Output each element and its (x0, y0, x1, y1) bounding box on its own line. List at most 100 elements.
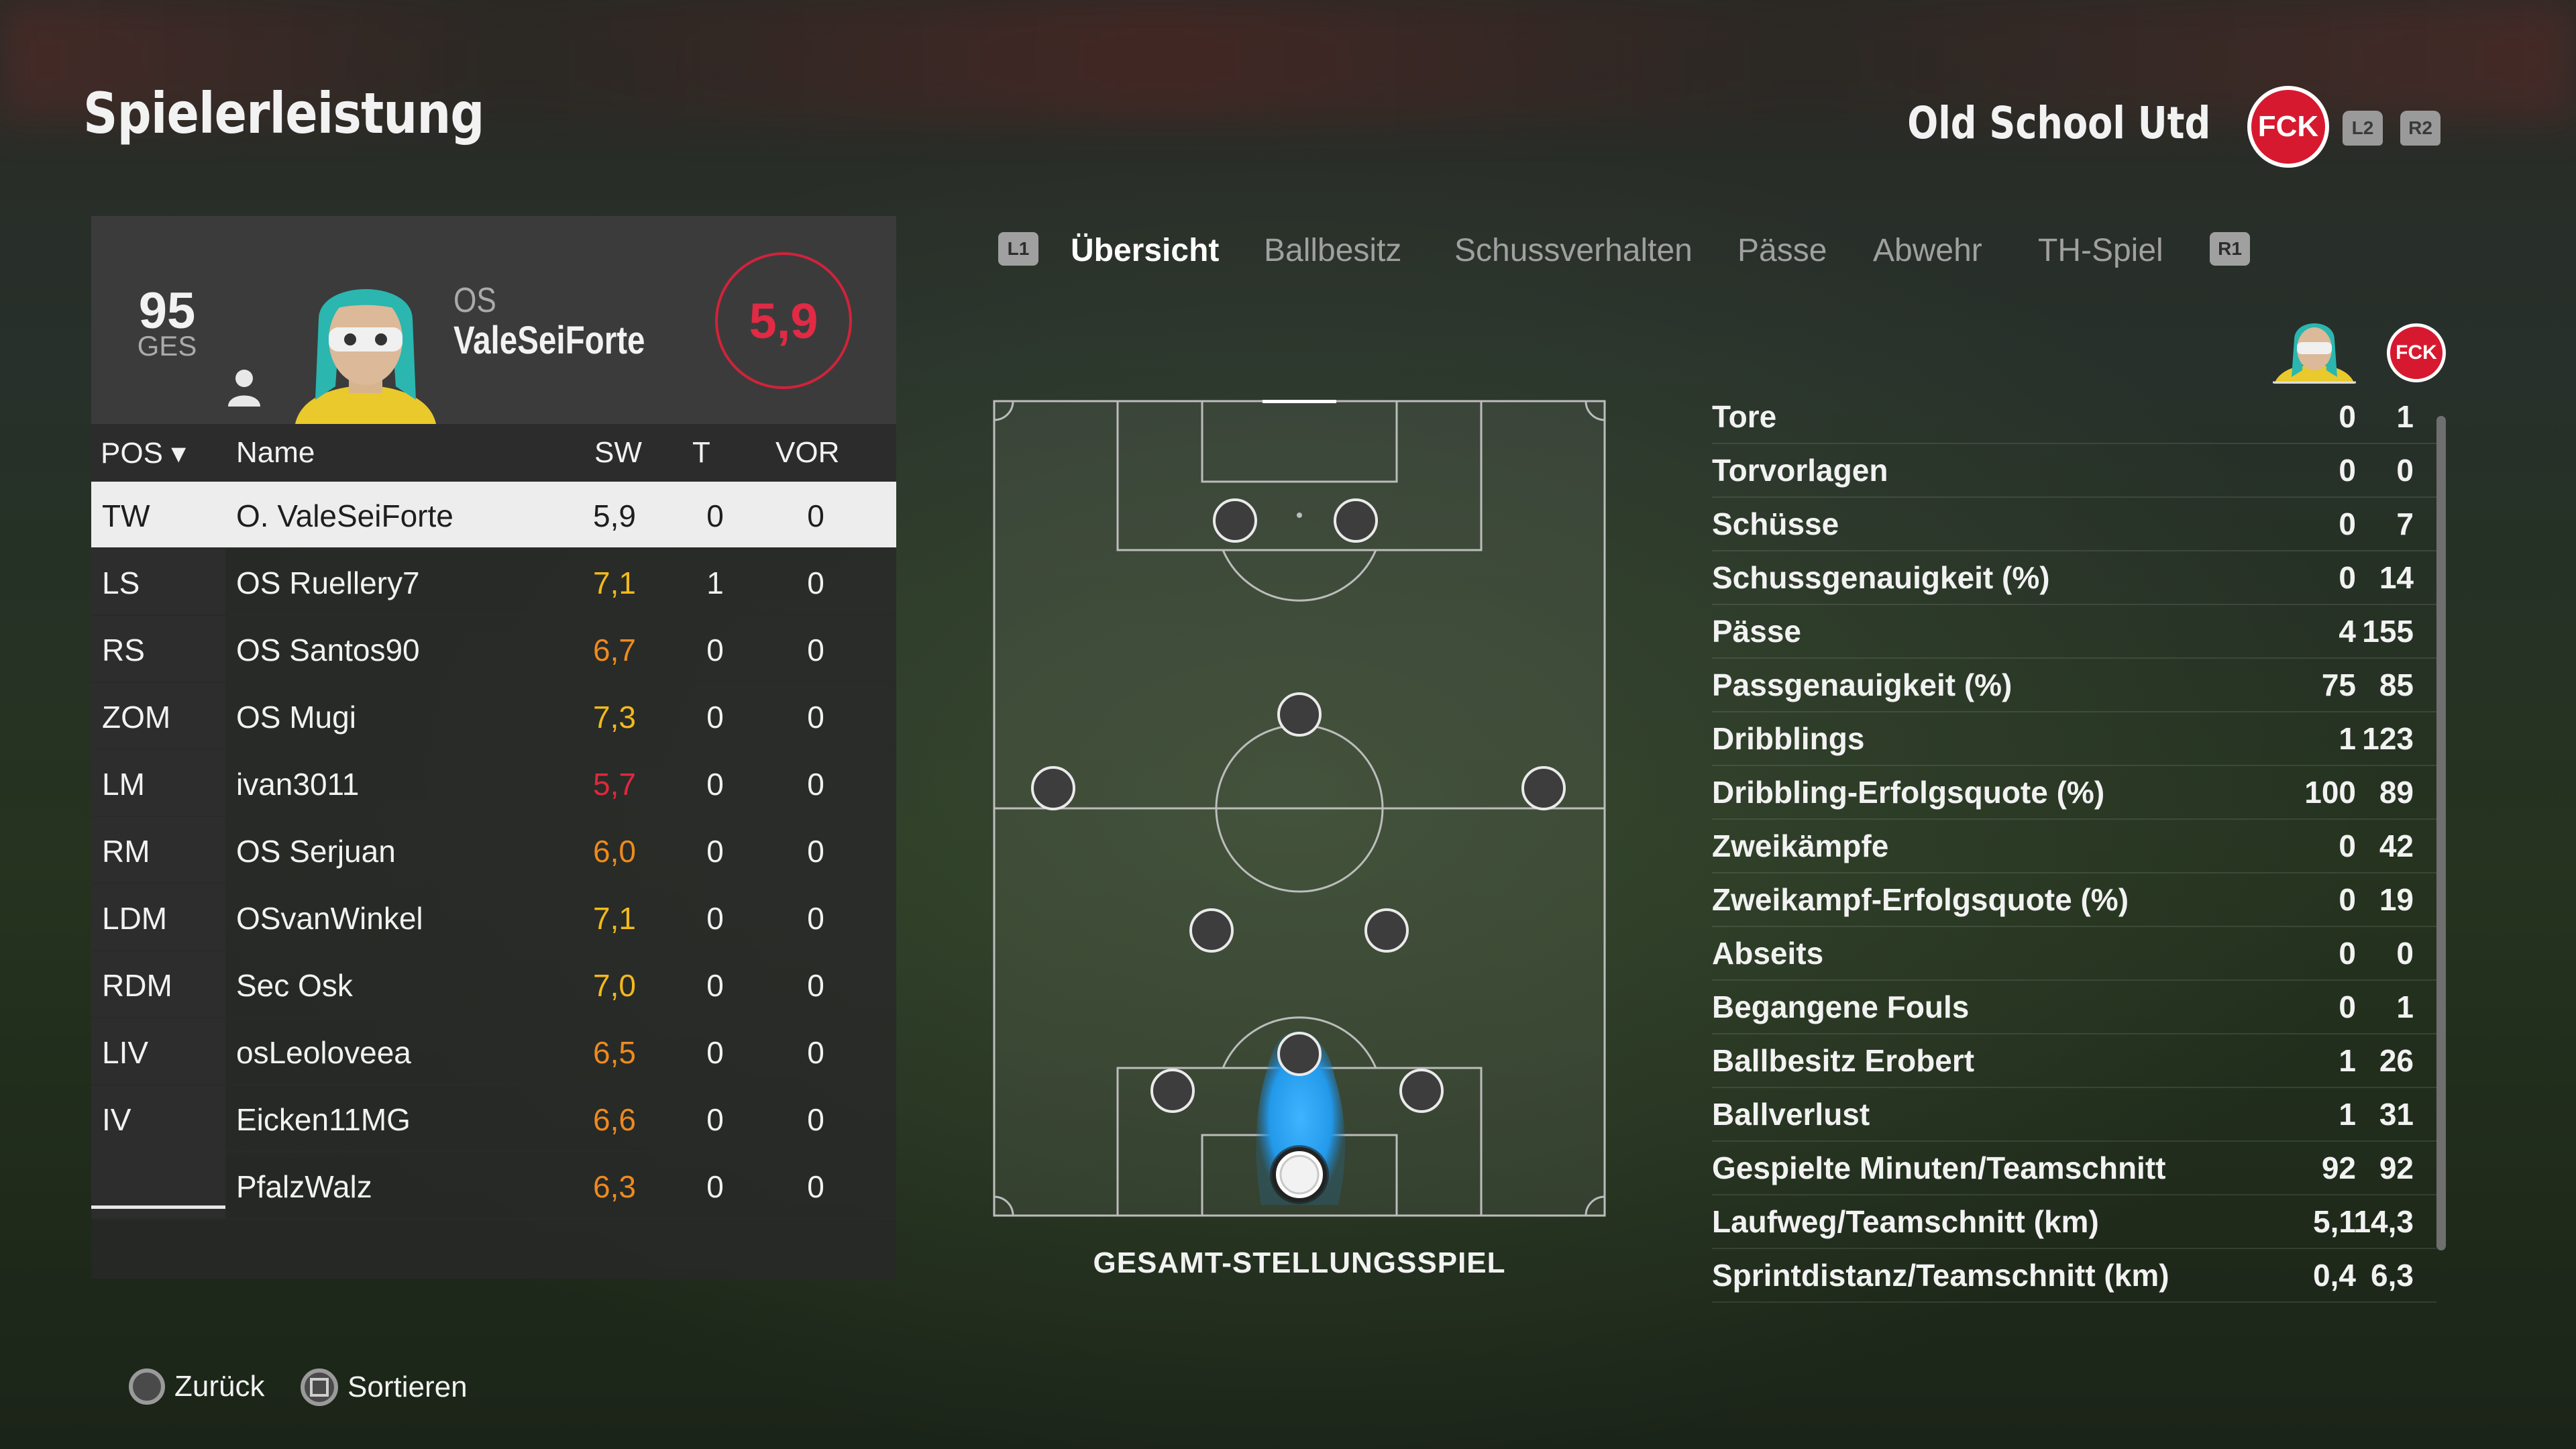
empty-row-slot (91, 1140, 225, 1209)
stat-label: Torvorlagen (1712, 453, 1888, 488)
table-row[interactable]: ZOM OS Mugi 7,3 0 0 (91, 683, 896, 750)
stat-row: Ballverlust 1 31 (1712, 1088, 2436, 1142)
tab-schussverhalten[interactable]: Schussverhalten (1454, 233, 1693, 268)
l2-button-icon[interactable]: L2 (2343, 111, 2383, 146)
tab-th-spiel[interactable]: TH-Spiel (2038, 233, 2163, 268)
row-name: PfalzWalz (236, 1169, 372, 1204)
row-rating: 6,6 (593, 1102, 636, 1137)
row-pos: LM (91, 750, 225, 816)
stat-label: Schussgenauigkeit (%) (1712, 560, 2050, 595)
table-row[interactable]: RS OS Santos90 6,7 0 0 (91, 616, 896, 683)
tab-abwehr[interactable]: Abwehr (1873, 233, 1982, 268)
header-vor: VOR (775, 436, 840, 469)
stat-label: Begangene Fouls (1712, 989, 1970, 1024)
stat-label: Schüsse (1712, 506, 1839, 541)
stat-team-value: 155 (2362, 614, 2414, 649)
stat-row: Begangene Fouls 0 1 (1712, 981, 2436, 1034)
stat-player-value: 1 (2339, 1097, 2356, 1132)
table-row[interactable]: LDM OSvanWinkel 7,1 0 0 (91, 884, 896, 951)
row-rating: 7,1 (593, 566, 636, 600)
stat-team-value: 42 (2379, 828, 2414, 863)
stat-team-value: 1 (2396, 989, 2414, 1024)
player-name: ValeSeiForte (453, 319, 645, 362)
table-row[interactable]: RDM Sec Osk 7,0 0 0 (91, 951, 896, 1018)
back-button[interactable]: Zurück (129, 1368, 264, 1405)
stat-row: Passgenauigkeit (%) 75 85 (1712, 659, 2436, 712)
table-row[interactable]: LIV osLeoloveea 6,5 0 0 (91, 1018, 896, 1085)
stats-scrollbar[interactable] (2436, 416, 2446, 1250)
tab-uebersicht[interactable]: Übersicht (1071, 233, 1220, 268)
row-rating: 6,7 (593, 633, 636, 667)
stat-player-value: 1 (2339, 721, 2356, 756)
player-header: 95 GES OS ValeSeiForte 5,9 (91, 216, 896, 424)
row-assists: 0 (807, 1035, 824, 1070)
stats-list: Tore 0 1 Torvorlagen 0 0 Schüsse 0 7 Schussgenaui… (1712, 390, 2436, 1303)
team-name: Old School Utd (1907, 97, 2210, 149)
stat-row: Zweikampf-Erfolgsquote (%) 0 19 (1712, 873, 2436, 927)
row-rating: 6,0 (593, 834, 636, 869)
stat-row: Abseits 0 0 (1712, 927, 2436, 981)
stat-row: Tore 0 1 (1712, 390, 2436, 444)
stat-player-value: 100 (2304, 775, 2356, 810)
header-sw: SW (594, 436, 642, 469)
table-row[interactable]: TW O. ValeSeiForte 5,9 0 0 (91, 482, 896, 549)
stat-row: Dribbling-Erfolgsquote (%) 100 89 (1712, 766, 2436, 820)
pitch-label: GESAMT-STELLUNGSSPIEL (1093, 1246, 1506, 1279)
r1-button-icon[interactable]: R1 (2210, 232, 2250, 266)
row-name: ivan3011 (236, 767, 360, 802)
stat-player-value: 0 (2339, 399, 2356, 434)
row-name: Sec Osk (236, 968, 353, 1003)
row-pos: ZOM (91, 683, 225, 749)
stat-label: Laufweg/Teamschnitt (km) (1712, 1204, 2099, 1239)
row-rating: 7,3 (593, 700, 636, 735)
row-pos: RM (91, 817, 225, 883)
player-rating-circle: 5,9 (715, 252, 852, 389)
table-row[interactable]: IV Eicken11MG 6,6 0 0 (91, 1085, 896, 1152)
stat-team-value: 85 (2379, 667, 2414, 702)
stat-team-value: 31 (2379, 1097, 2414, 1132)
header-name: Name (236, 436, 315, 469)
row-assists: 0 (807, 566, 824, 600)
row-pos: RS (91, 616, 225, 682)
stat-player-value: 0 (2339, 560, 2356, 595)
row-name: OS Santos90 (236, 633, 420, 667)
sort-button[interactable]: Sortieren (301, 1368, 468, 1406)
stat-label: Ballverlust (1712, 1097, 1870, 1132)
stat-row: Torvorlagen 0 0 (1712, 444, 2436, 498)
row-goals: 0 (706, 1035, 724, 1070)
row-goals: 0 (706, 633, 724, 667)
header-pos[interactable]: POS ▾ (101, 437, 186, 470)
stat-row: Ballbesitz Erobert 1 26 (1712, 1034, 2436, 1088)
stat-label: Zweikampf-Erfolgsquote (%) (1712, 882, 2129, 917)
stat-team-value: 0 (2396, 453, 2414, 488)
row-name: OS Serjuan (236, 834, 396, 869)
stat-player-value: 92 (2321, 1150, 2356, 1185)
row-rating: 6,3 (593, 1169, 636, 1204)
r2-button-icon[interactable]: R2 (2400, 111, 2440, 146)
row-rating: 5,9 (593, 498, 636, 533)
l1-button-icon[interactable]: L1 (998, 232, 1038, 266)
player-rows: TW O. ValeSeiForte 5,9 0 0 LS OS Ruellery7 7,1 1… (91, 482, 896, 1220)
stat-player-value: 0 (2339, 453, 2356, 488)
person-icon (228, 370, 260, 407)
player-overall: 95 (138, 282, 196, 339)
row-goals: 0 (706, 1102, 724, 1137)
row-name: osLeoloveea (236, 1035, 411, 1070)
stat-row: Schussgenauigkeit (%) 0 14 (1712, 551, 2436, 605)
table-row[interactable]: LS OS Ruellery7 7,1 1 0 (91, 549, 896, 616)
row-pos: LDM (91, 884, 225, 950)
stat-team-value: 14 (2379, 560, 2414, 595)
table-row[interactable]: LM ivan3011 5,7 0 0 (91, 750, 896, 817)
tab-ballbesitz[interactable]: Ballbesitz (1264, 233, 1402, 268)
row-goals: 1 (706, 566, 724, 600)
row-goals: 0 (706, 834, 724, 869)
player-table-panel: 95 GES OS ValeSeiForte 5,9 POS ▾ Name SW… (91, 216, 896, 1279)
tab-paesse[interactable]: Pässe (1737, 233, 1827, 268)
stat-team-value: 0 (2396, 936, 2414, 971)
stat-team-value: 92 (2379, 1150, 2414, 1185)
player-mini-avatar (2273, 323, 2356, 384)
table-row[interactable]: RM OS Serjuan 6,0 0 0 (91, 817, 896, 884)
table-header: POS ▾ Name SW T VOR (91, 424, 896, 482)
stat-team-value: 1 (2396, 399, 2414, 434)
stat-player-value: 0 (2339, 828, 2356, 863)
